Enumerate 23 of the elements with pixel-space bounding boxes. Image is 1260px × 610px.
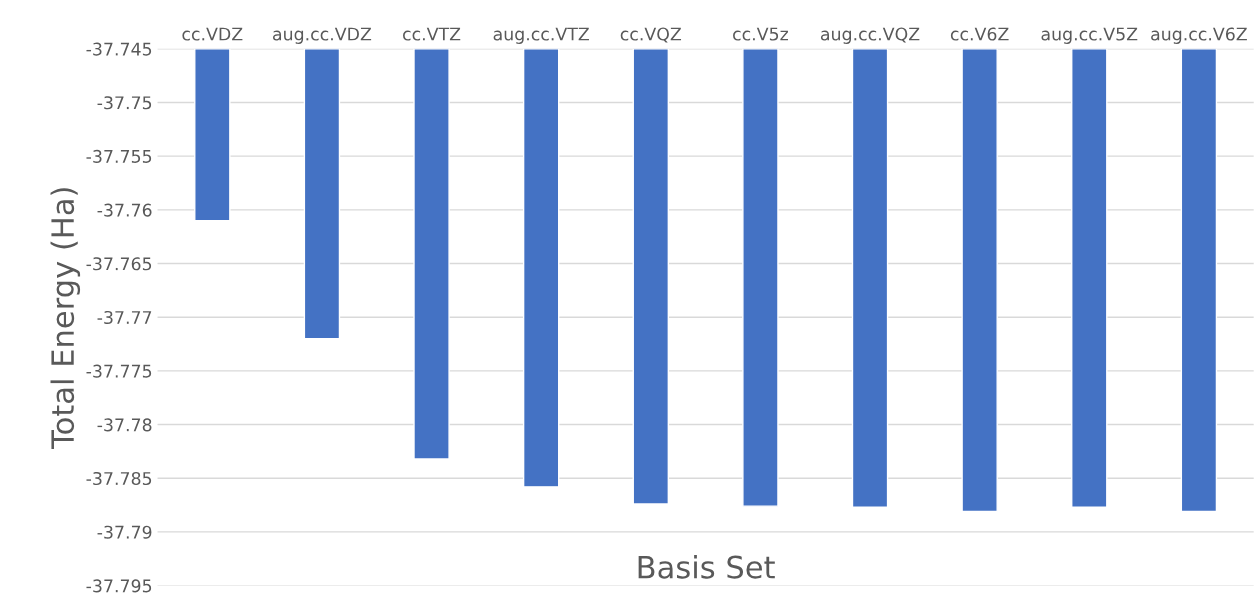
- x-tick-label: cc.V6Z: [950, 27, 1009, 41]
- x-axis-title: Basis Set: [638, 555, 775, 579]
- x-tick-label: cc.VQZ: [620, 27, 682, 43]
- x-tick-label: aug.cc.V6Z: [1151, 27, 1247, 44]
- y-tick-label: -37.775: [86, 364, 152, 378]
- y-tick-label: -37.77: [97, 310, 152, 325]
- y-tick-label: -37.755: [86, 149, 152, 163]
- x-tick-label: aug.cc.VQZ: [820, 27, 920, 44]
- y-tick-label: -37.745: [86, 42, 152, 56]
- y-tick-label: -37.78: [97, 418, 152, 432]
- x-tick-label: cc.V5z: [733, 27, 788, 41]
- y-tick-label: -37.765: [86, 257, 152, 271]
- y-tick-label: -37.76: [97, 203, 152, 217]
- y-tick-label: -37.75: [97, 96, 152, 110]
- y-tick-label: -37.795: [86, 579, 152, 593]
- x-tick-label: cc.VTZ: [403, 27, 461, 41]
- x-tick-label: aug.cc.VDZ: [273, 27, 372, 44]
- y-tick-label: -37.785: [86, 471, 152, 486]
- y-tick-label: -37.79: [97, 525, 152, 539]
- x-tick-label: cc.VDZ: [182, 27, 243, 41]
- x-tick-label: aug.cc.V5Z: [1041, 27, 1138, 44]
- y-axis-title: Total Energy (Ha): [50, 188, 81, 449]
- x-tick-label: aug.cc.VTZ: [493, 27, 589, 44]
